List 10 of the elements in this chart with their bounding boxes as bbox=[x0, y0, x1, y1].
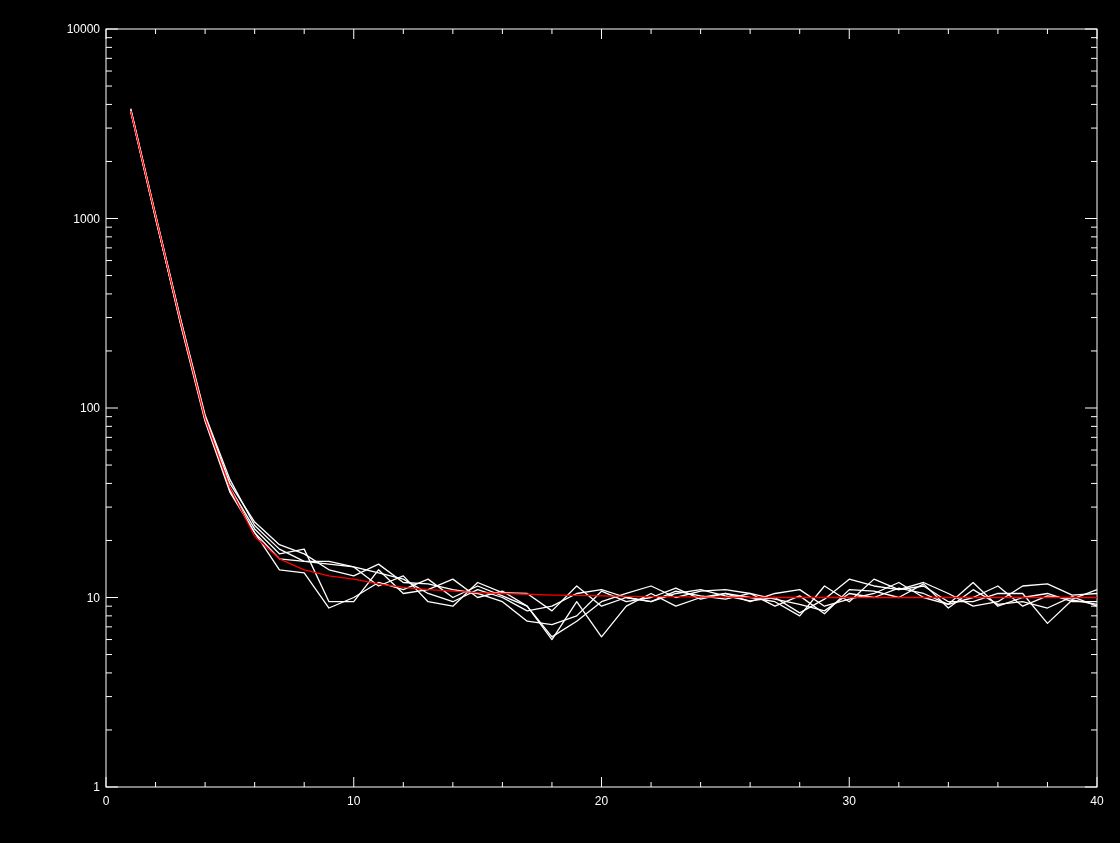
x-tick-label: 30 bbox=[842, 794, 857, 808]
y-tick-label: 10 bbox=[86, 590, 101, 605]
x-tick-label: 0 bbox=[102, 794, 110, 808]
y-tick-label: 10000 bbox=[66, 22, 101, 36]
x-tick-label: 20 bbox=[594, 794, 609, 808]
y-tick-label: 1 bbox=[93, 780, 101, 794]
y-tick-label: 1000 bbox=[73, 211, 101, 226]
x-tick-label: 40 bbox=[1090, 794, 1104, 808]
y-tick-label: 100 bbox=[79, 401, 101, 415]
x-tick-label: 10 bbox=[347, 794, 361, 808]
